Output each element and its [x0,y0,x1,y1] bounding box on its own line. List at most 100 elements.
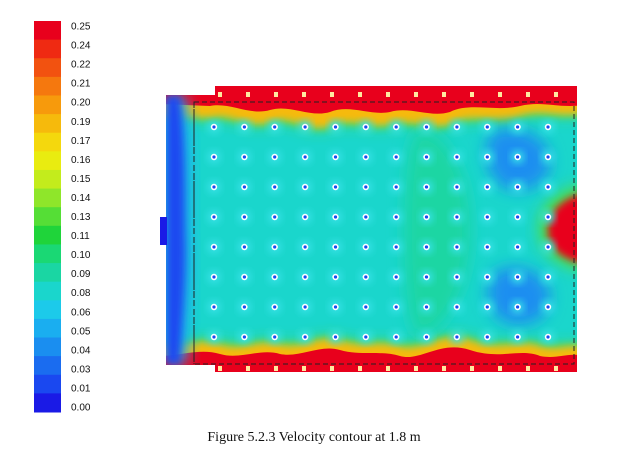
diffuser-center [394,185,398,189]
colorbar-swatch [34,356,61,376]
colorbar-tick-label: 0.06 [71,307,91,318]
diffuser-center [455,215,459,219]
colorbar-swatch [34,76,61,96]
top-wall-marker [414,92,418,97]
colorbar-swatch [34,318,61,339]
diffuser-center [242,185,246,189]
diffuser-center [546,185,550,189]
diffuser-center [242,275,246,279]
diffuser-center [364,275,368,279]
diffuser-center [273,275,277,279]
diffuser-center [333,275,338,279]
diffuser-center [242,125,246,129]
bottom-wall-marker [246,366,250,371]
top-wall-markers [218,92,558,371]
diffuser-center [333,245,338,249]
contour-region [166,86,577,114]
colorbar-tick-label: 0.24 [71,41,91,52]
diffuser-center [424,125,429,129]
diffuser-center [546,335,550,339]
diffuser-center [485,185,489,189]
diffuser-center [424,245,429,249]
diffuser-center [333,215,338,219]
diffuser-center [424,335,429,339]
diffuser-center [242,245,246,249]
bottom-wall-marker [274,366,278,371]
diffuser-center [455,185,459,189]
bottom-wall-marker [442,366,446,371]
bottom-wall-marker [386,366,390,371]
colorbar-swatch [34,132,61,152]
diffuser-center [394,335,398,339]
diffuser-center [273,125,277,129]
diffuser-center [333,125,338,129]
diffuser-center [455,125,459,129]
top-wall-marker [498,92,502,97]
bottom-wall-marker [554,366,558,371]
diffuser-center [303,155,307,159]
colorbar-tick-label: 0.22 [71,60,91,71]
colorbar: 0.25 0.24 0.22 0.21 0.20 0.19 0.17 0.16 0.15 0.14… [34,21,91,414]
diffuser-center [364,155,368,159]
diffuser-center [516,155,520,159]
diffuser-center [364,245,368,249]
diffuser-center [394,305,398,309]
colorbar-swatch [34,281,61,301]
diffuser-center [242,305,246,309]
colorbar-ticks: 0.25 0.24 0.22 0.21 0.20 0.19 0.17 0.16 0.15 0.14… [71,22,91,414]
colorbar-tick-label: 0.15 [71,174,91,185]
bottom-wall-marker [218,366,222,371]
diffuser-center [273,215,277,219]
diffuser-center [364,215,368,219]
colorbar-tick-label: 0.17 [71,136,91,147]
diffuser-center [546,155,550,159]
diffuser-center [485,155,489,159]
colorbar-swatch [34,393,61,413]
bottom-wall-marker [470,366,474,371]
diffuser-center [516,305,520,309]
diffuser-center [333,185,338,189]
diffuser-center [212,155,216,159]
diffuser-center [516,185,520,189]
diffuser-center [485,125,489,129]
diffuser-center [485,245,489,249]
diffuser-center [242,215,246,219]
colorbar-swatch [34,207,61,227]
diffuser-center [546,275,550,279]
diffuser-center [516,245,520,249]
colorbar-tick-label: 0.16 [71,155,91,166]
colorbar-tick-label: 0.25 [71,22,91,33]
diffuser-center [485,335,489,339]
diffuser-center [364,305,368,309]
top-wall-marker [302,92,306,97]
top-wall-marker [358,92,362,97]
colorbar-tick-label: 0.05 [71,326,91,337]
diffuser-center [273,185,277,189]
inlet-stub [160,217,167,245]
colorbar-swatch [34,374,61,394]
diffuser-center [273,155,277,159]
diffuser-center [273,305,277,309]
diffuser-center [424,275,429,279]
diffuser-center [333,335,338,339]
colorbar-tick-label: 0.00 [71,403,91,414]
top-wall-marker [218,92,222,97]
contour-region [166,96,186,364]
colorbar-swatch [34,21,61,41]
colorbar-swatch [34,225,61,245]
top-wall-marker [246,92,250,97]
diffuser-center [546,125,550,129]
diffuser-center [303,125,307,129]
bottom-wall-marker [526,366,530,371]
diffuser-center [424,185,429,189]
colorbar-swatch [34,151,61,171]
bottom-wall-marker [414,366,418,371]
colorbar-swatch [34,337,61,357]
diffuser-center [455,245,459,249]
colorbar-tick-label: 0.21 [71,79,91,90]
diffuser-center [364,185,368,189]
diffuser-center [424,155,429,159]
diffuser-center [516,275,520,279]
diffuser-center [516,335,520,339]
bottom-wall-marker [302,366,306,371]
